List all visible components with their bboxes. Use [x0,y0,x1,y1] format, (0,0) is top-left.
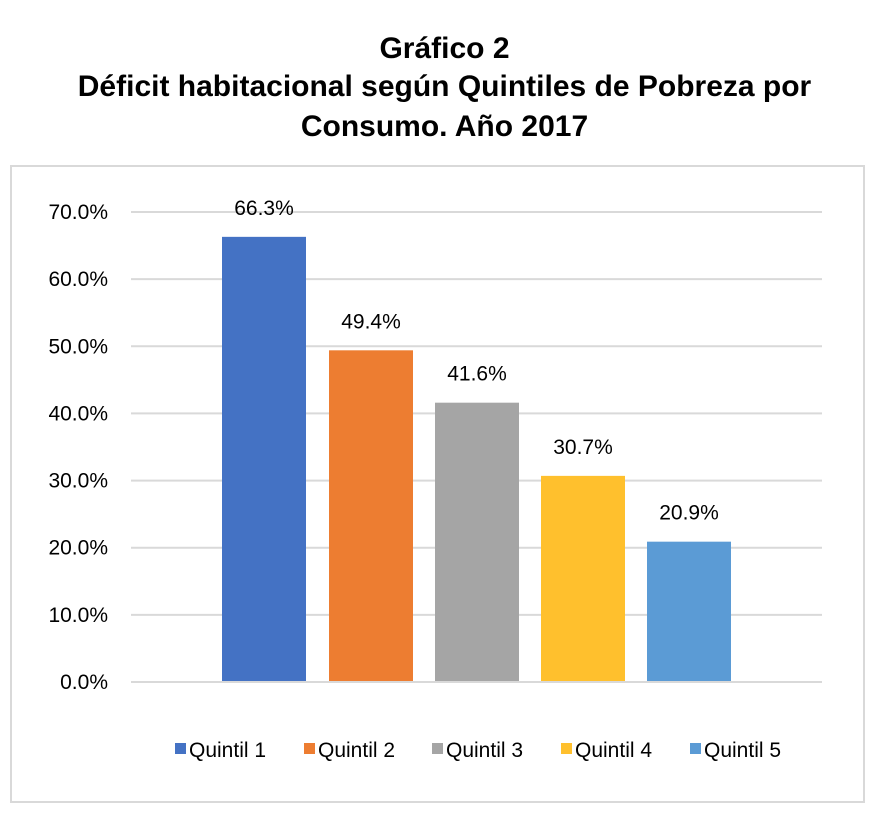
legend-swatch-4 [561,743,572,754]
legend-label: Quintil 5 [704,739,781,762]
legend-label: Quintil 1 [189,739,266,762]
y-tick-label: 30.0% [48,470,108,493]
legend-swatch-3 [432,743,443,754]
bar-5 [647,541,731,682]
data-label: 41.6% [447,363,507,386]
legend-label: Quintil 3 [446,739,523,762]
legend-label: Quintil 2 [318,739,395,762]
data-label: 66.3% [234,197,294,220]
chart-title-line-1: Gráfico 2 [379,32,510,65]
data-label: 49.4% [341,310,401,333]
bar-4 [541,475,625,682]
legend-swatch-1 [175,743,186,754]
bar-1 [222,236,306,683]
bar-3 [435,402,519,682]
chart-title-line-2: Déficit habitacional según Quintiles de … [77,70,812,103]
data-label: 30.7% [553,436,613,459]
legend-label: Quintil 4 [575,739,652,762]
y-tick-label: 40.0% [48,402,108,425]
data-label: 20.9% [659,502,719,525]
legend-swatch-2 [304,743,315,754]
chart-frame [10,165,865,803]
y-tick-label: 20.0% [48,537,108,560]
bar-2 [329,350,413,682]
y-tick-label: 10.0% [48,604,108,627]
legend-swatch-5 [690,743,701,754]
y-tick-label: 0.0% [60,671,108,694]
y-tick-label: 60.0% [48,268,108,291]
y-tick-label: 50.0% [48,335,108,358]
y-tick-label: 70.0% [48,201,108,224]
chart-title-line-3: Consumo. Año 2017 [300,110,589,143]
